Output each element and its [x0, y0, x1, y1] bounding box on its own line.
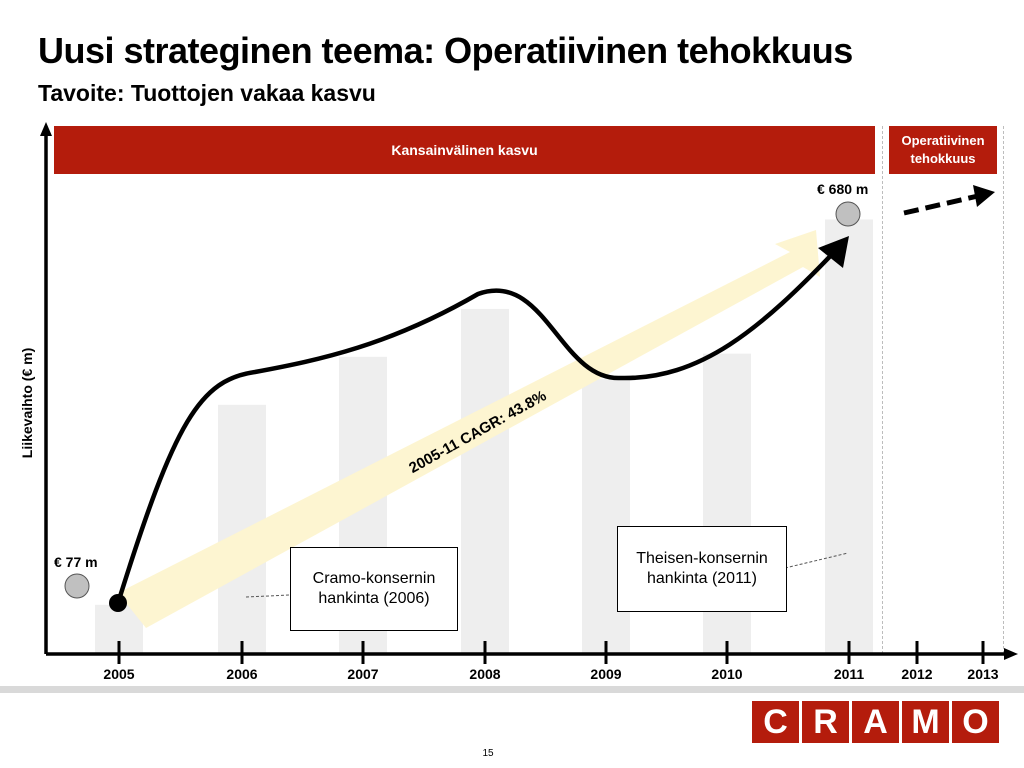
- x-tick-label-2010: 2010: [711, 666, 742, 682]
- footer-band: [0, 686, 1024, 693]
- phase-divider-left: [882, 126, 883, 654]
- logo-letter-o: O: [952, 701, 999, 743]
- start-value-label: € 77 m: [54, 554, 98, 570]
- cramo-acquisition-text: Cramo-konsernin hankinta (2006): [312, 570, 436, 607]
- logo-letter-c: C: [752, 701, 799, 743]
- end-value-bubble: [835, 201, 861, 227]
- x-tick-labels: 2005 2006 2007 2008 2009 2010 2011 2012 2013: [103, 666, 998, 682]
- end-value-label: € 680 m: [817, 181, 869, 197]
- x-tick-label-2013: 2013: [967, 666, 998, 682]
- logo-letter-r: R: [802, 701, 849, 743]
- x-tick-label-2011: 2011: [834, 666, 865, 682]
- bar-2008: [461, 308, 509, 654]
- bar-2009: [582, 379, 630, 654]
- x-tick-label-2007: 2007: [347, 666, 378, 682]
- growth-curve-arrowhead: [818, 236, 849, 268]
- x-tick-label-2006: 2006: [226, 666, 257, 682]
- cramo-logo: C R A M O: [752, 701, 999, 743]
- slide-title: Uusi strateginen teema: Operatiivinen te…: [38, 30, 853, 71]
- cramo-leader-line: [245, 594, 291, 598]
- cramo-acquisition-callout: Cramo-konsernin hankinta (2006): [290, 547, 458, 631]
- theisen-acquisition-callout: Theisen-konsernin hankinta (2011): [617, 526, 787, 612]
- axes-layer: [40, 122, 1018, 664]
- x-axis-arrowhead: [1004, 648, 1018, 660]
- start-value-bubble: [64, 573, 90, 599]
- phase-operational-efficiency: Operatiivinen tehokkuus: [889, 126, 997, 174]
- theisen-leader-line: [784, 552, 849, 569]
- phase-international-growth: Kansainvälinen kasvu: [54, 126, 875, 174]
- x-tick-label-2008: 2008: [469, 666, 500, 682]
- theisen-acquisition-text: Theisen-konsernin hankinta (2011): [636, 550, 768, 587]
- growth-curve: [115, 246, 840, 604]
- callout-leaders: [245, 552, 849, 598]
- x-tick-label-2009: 2009: [590, 666, 621, 682]
- phase-divider-right: [1003, 126, 1004, 654]
- x-tick-label-2012: 2012: [901, 666, 932, 682]
- future-trend-arrow: [903, 185, 995, 216]
- bar-2011: [825, 219, 873, 654]
- y-axis-arrowhead: [40, 122, 52, 136]
- cagr-arrow: [118, 230, 820, 628]
- x-tick-label-2005: 2005: [103, 666, 134, 682]
- logo-letter-m: M: [902, 701, 949, 743]
- start-marker: [109, 594, 127, 612]
- y-axis-label: Liikevaihto (€ m): [19, 347, 35, 459]
- slide-subtitle: Tavoite: Tuottojen vakaa kasvu: [38, 80, 376, 106]
- logo-letter-a: A: [852, 701, 899, 743]
- page-number: 15: [482, 748, 494, 759]
